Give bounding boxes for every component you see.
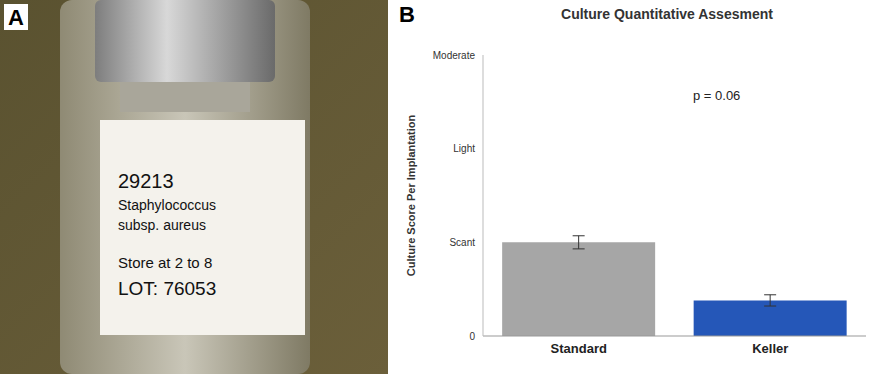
html-text:B: B [399, 2, 415, 27]
svg-text:Store at 2 to 8: Store at 2 to 8 [118, 254, 212, 271]
svg-text:Light: Light [453, 143, 475, 154]
svg-text:Staphylococcus: Staphylococcus [118, 197, 216, 213]
svg-text:LOT: 76053: LOT: 76053 [118, 278, 216, 299]
svg-text:Moderate: Moderate [433, 50, 476, 61]
svg-text:Scant: Scant [449, 237, 475, 248]
svg-text:Culture Score Per Implantation: Culture Score Per Implantation [405, 115, 417, 277]
svg-text:Standard: Standard [551, 341, 607, 356]
svg-text:0: 0 [469, 331, 475, 342]
svg-text:A: A [8, 5, 24, 30]
svg-text:Keller: Keller [752, 341, 788, 356]
svg-text:subsp. aureus: subsp. aureus [118, 217, 206, 233]
html-text:Culture Quantitative Assesment: Culture Quantitative Assesment [561, 6, 773, 22]
svg-text:29213: 29213 [118, 170, 174, 192]
html-text:p = 0.06: p = 0.06 [693, 88, 741, 103]
